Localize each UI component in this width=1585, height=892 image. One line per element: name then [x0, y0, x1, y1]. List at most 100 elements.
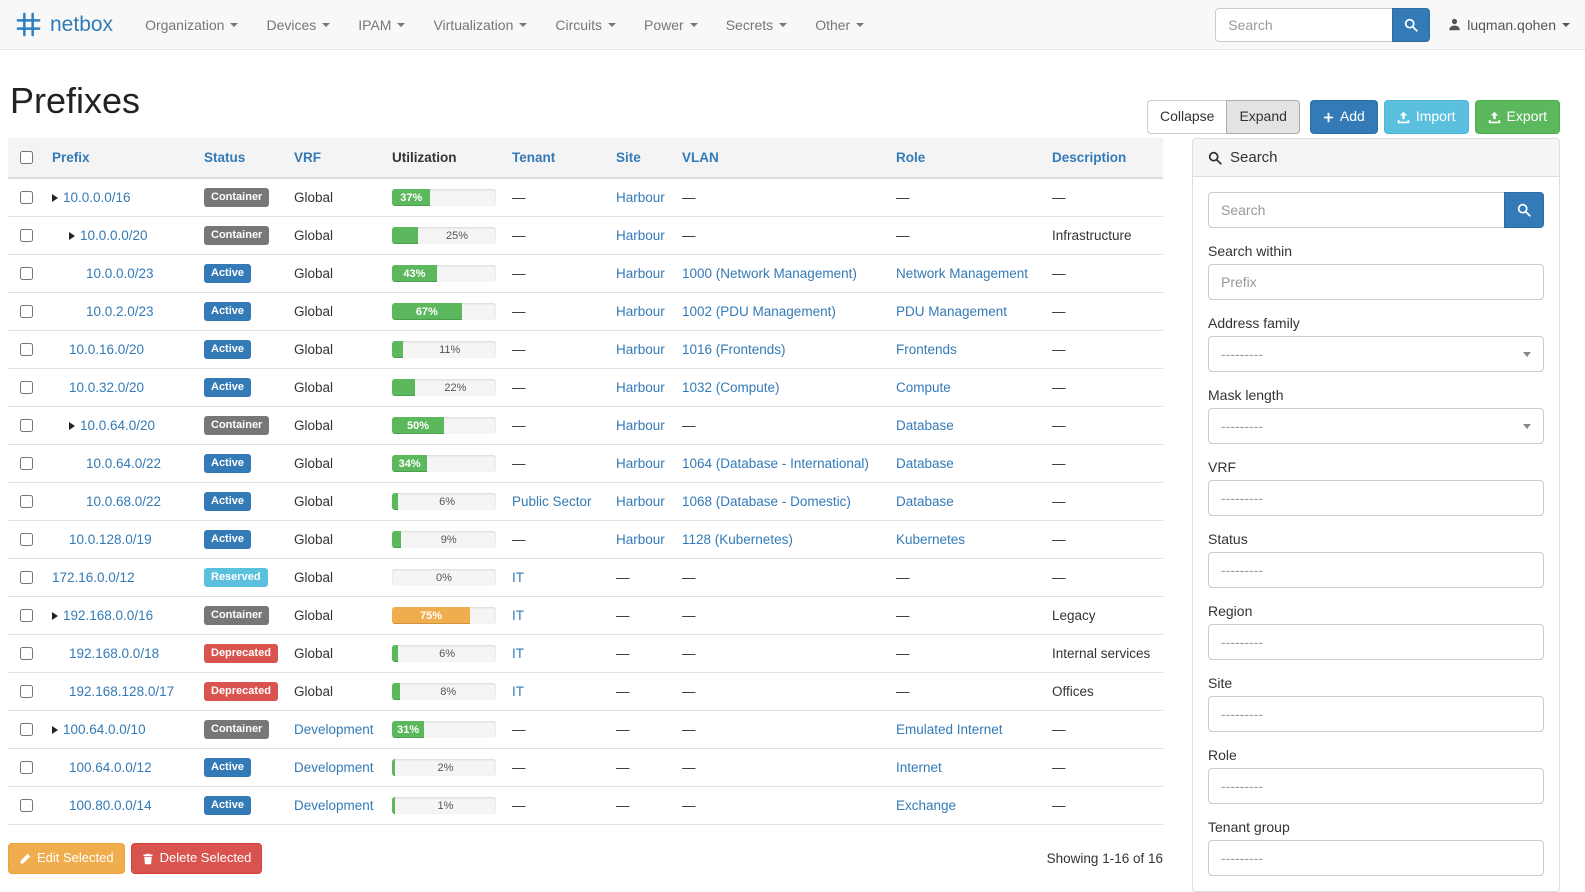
netbox-logo[interactable]: netbox	[15, 11, 113, 38]
vlan-link[interactable]: 1064 (Database - International)	[682, 456, 869, 471]
column-sort-link[interactable]: Prefix	[52, 150, 90, 165]
prefix-link[interactable]: 100.64.0.0/10	[63, 722, 146, 737]
vlan-link[interactable]: 1068 (Database - Domestic)	[682, 494, 851, 509]
site-link[interactable]: Harbour	[616, 228, 665, 243]
prefix-link[interactable]: 172.16.0.0/12	[52, 570, 135, 585]
row-checkbox[interactable]	[20, 723, 33, 736]
column-sort-link[interactable]: Description	[1052, 150, 1127, 165]
navbar-search-button[interactable]	[1392, 7, 1431, 42]
site-link[interactable]: Harbour	[616, 456, 665, 471]
filter-input-site[interactable]	[1208, 696, 1544, 732]
tenant-link[interactable]: IT	[512, 646, 524, 661]
column-sort-link[interactable]: Role	[896, 150, 926, 165]
filter-input-region[interactable]	[1208, 624, 1544, 660]
expand-caret-icon[interactable]	[69, 232, 75, 240]
prefix-link[interactable]: 192.168.0.0/16	[63, 608, 154, 623]
export-button[interactable]: Export	[1474, 100, 1560, 134]
prefix-link[interactable]: 100.64.0.0/12	[69, 760, 152, 775]
role-link[interactable]: Database	[896, 418, 954, 433]
expand-caret-icon[interactable]	[69, 422, 75, 430]
nav-menu-item[interactable]: IPAM	[344, 0, 419, 49]
role-link[interactable]: Database	[896, 456, 954, 471]
column-sort-link[interactable]: Status	[204, 150, 246, 165]
prefix-link[interactable]: 10.0.32.0/20	[69, 380, 145, 395]
column-sort-link[interactable]: Site	[616, 150, 641, 165]
site-link[interactable]: Harbour	[616, 418, 665, 433]
delete-selected-button[interactable]: Delete Selected	[130, 843, 263, 874]
expand-caret-icon[interactable]	[52, 612, 58, 620]
filter-input-vrf[interactable]	[1208, 480, 1544, 516]
navbar-search-input[interactable]	[1215, 7, 1394, 42]
row-checkbox[interactable]	[20, 571, 33, 584]
role-link[interactable]: Exchange	[896, 798, 957, 813]
vrf-link[interactable]: Development	[294, 722, 374, 737]
filter-select-address-family[interactable]: ---------	[1208, 336, 1544, 372]
site-link[interactable]: Harbour	[616, 266, 665, 281]
prefix-link[interactable]: 10.0.68.0/22	[86, 494, 162, 509]
nav-menu-item[interactable]: Circuits	[541, 0, 630, 49]
collapse-button[interactable]: Collapse	[1146, 100, 1228, 134]
row-checkbox[interactable]	[20, 685, 33, 698]
vlan-link[interactable]: 1000 (Network Management)	[682, 266, 857, 281]
site-link[interactable]: Harbour	[616, 532, 665, 547]
row-checkbox[interactable]	[20, 267, 33, 280]
prefix-link[interactable]: 100.80.0.0/14	[69, 798, 152, 813]
nav-menu-item[interactable]: Other	[801, 0, 878, 49]
expand-caret-icon[interactable]	[52, 726, 58, 734]
tenant-link[interactable]: IT	[512, 684, 524, 699]
vrf-link[interactable]: Development	[294, 760, 374, 775]
vlan-link[interactable]: 1016 (Frontends)	[682, 342, 786, 357]
site-link[interactable]: Harbour	[616, 380, 665, 395]
nav-menu-item[interactable]: Organization	[131, 0, 252, 49]
vrf-link[interactable]: Development	[294, 798, 374, 813]
nav-menu-item[interactable]: Secrets	[712, 0, 801, 49]
tenant-link[interactable]: Public Sector	[512, 494, 592, 509]
row-checkbox[interactable]	[20, 761, 33, 774]
prefix-link[interactable]: 192.168.128.0/17	[69, 684, 175, 699]
site-link[interactable]: Harbour	[616, 342, 665, 357]
column-sort-link[interactable]: VRF	[294, 150, 321, 165]
column-sort-link[interactable]: Tenant	[512, 150, 556, 165]
nav-menu-item[interactable]: Devices	[252, 0, 344, 49]
row-checkbox[interactable]	[20, 191, 33, 204]
site-link[interactable]: Harbour	[616, 304, 665, 319]
expand-button[interactable]: Expand	[1226, 100, 1300, 134]
site-link[interactable]: Harbour	[616, 190, 665, 205]
row-checkbox[interactable]	[20, 229, 33, 242]
row-checkbox[interactable]	[20, 495, 33, 508]
role-link[interactable]: Internet	[896, 760, 942, 775]
expand-caret-icon[interactable]	[52, 194, 58, 202]
filter-input-role[interactable]	[1208, 768, 1544, 804]
row-checkbox[interactable]	[20, 647, 33, 660]
site-link[interactable]: Harbour	[616, 494, 665, 509]
filter-input-search-within[interactable]	[1208, 264, 1544, 300]
row-checkbox[interactable]	[20, 381, 33, 394]
filter-select-mask-length[interactable]: ---------	[1208, 408, 1544, 444]
column-sort-link[interactable]: VLAN	[682, 150, 719, 165]
role-link[interactable]: Emulated Internet	[896, 722, 1003, 737]
row-checkbox[interactable]	[20, 305, 33, 318]
sidebar-search-button[interactable]	[1504, 192, 1544, 228]
row-checkbox[interactable]	[20, 457, 33, 470]
row-checkbox[interactable]	[20, 419, 33, 432]
vlan-link[interactable]: 1128 (Kubernetes)	[682, 532, 793, 547]
nav-menu-item[interactable]: Virtualization	[419, 0, 541, 49]
role-link[interactable]: Database	[896, 494, 954, 509]
vlan-link[interactable]: 1002 (PDU Management)	[682, 304, 836, 319]
row-checkbox[interactable]	[20, 343, 33, 356]
prefix-link[interactable]: 10.0.0.0/20	[80, 228, 148, 243]
import-button[interactable]: Import	[1383, 100, 1469, 134]
role-link[interactable]: Network Management	[896, 266, 1029, 281]
prefix-link[interactable]: 192.168.0.0/18	[69, 646, 160, 661]
role-link[interactable]: Compute	[896, 380, 951, 395]
role-link[interactable]: PDU Management	[896, 304, 1008, 319]
row-checkbox[interactable]	[20, 609, 33, 622]
tenant-link[interactable]: IT	[512, 608, 524, 623]
row-checkbox[interactable]	[20, 533, 33, 546]
prefix-link[interactable]: 10.0.64.0/22	[86, 456, 162, 471]
nav-menu-item[interactable]: Power	[630, 0, 712, 49]
row-checkbox[interactable]	[20, 799, 33, 812]
edit-selected-button[interactable]: Edit Selected	[8, 843, 125, 874]
select-all-checkbox[interactable]	[20, 151, 33, 164]
prefix-link[interactable]: 10.0.0.0/23	[86, 266, 154, 281]
